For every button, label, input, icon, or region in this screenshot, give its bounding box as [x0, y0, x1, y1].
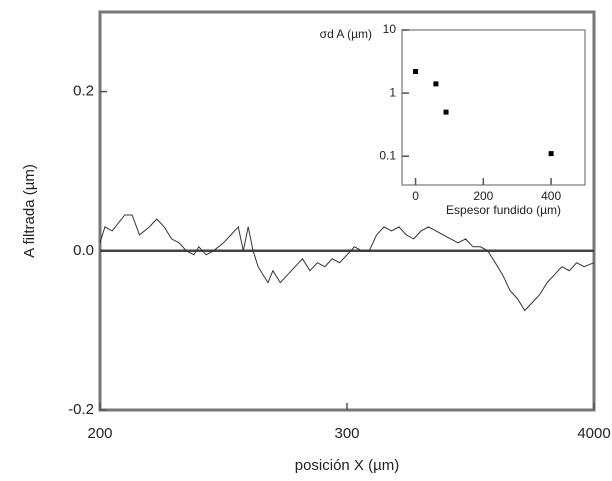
- x-axis-label: posición X (µm): [295, 457, 400, 474]
- data-point: [443, 109, 449, 115]
- x-tick-label: 400: [541, 189, 561, 203]
- data-point: [433, 81, 439, 87]
- plot-frame: [401, 29, 586, 186]
- x-tick-label: 200: [473, 189, 493, 203]
- y-tick-label: 1: [389, 85, 396, 99]
- x-tick-label: 0: [412, 189, 419, 203]
- x-tick-label: 300: [334, 425, 359, 442]
- y-axis-label: A filtrada (µm): [21, 164, 38, 258]
- x-tick-label: 200: [87, 425, 112, 442]
- data-line: [99, 214, 595, 312]
- x-axis-label: Espesor fundido (µm): [446, 203, 561, 217]
- y-tick-label: 10: [383, 22, 397, 36]
- y-tick-label: -0.2: [68, 401, 94, 418]
- y-axis-label: σd A (µm): [320, 27, 372, 41]
- y-tick-label: 0.1: [379, 148, 396, 162]
- y-tick-label: 0.2: [73, 83, 94, 100]
- x-tick-label: 4000: [577, 425, 610, 442]
- data-point: [548, 151, 554, 157]
- y-tick-label: 0.0: [73, 242, 94, 259]
- data-point: [413, 69, 419, 75]
